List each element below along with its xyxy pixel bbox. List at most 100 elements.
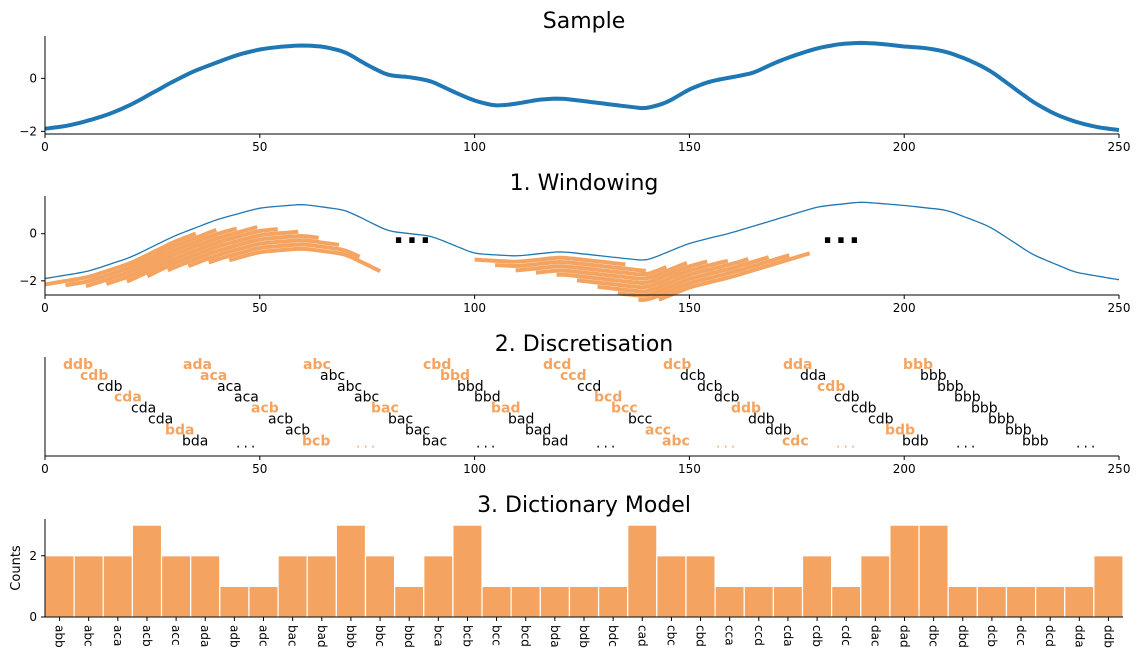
y-tick-label: 0 — [29, 71, 37, 85]
x-tick-label: bdb — [577, 625, 591, 648]
x-tick-label: cdc — [839, 625, 853, 646]
window-segment — [556, 259, 708, 286]
x-tick-label: bcb — [460, 625, 474, 647]
sample-x-ticks: 0 50 100 150 200 250 — [41, 134, 1130, 154]
x-tick-label: dcc — [1014, 625, 1028, 646]
symbolic-word: cdb — [868, 412, 894, 428]
count-bar — [190, 555, 221, 618]
windowing-signal-line — [44, 201, 1120, 281]
symbolic-word: bbb — [954, 390, 981, 406]
count-bar — [102, 555, 134, 618]
y-tick-label: 0 — [29, 227, 37, 241]
x-tick-label: bbc — [373, 625, 387, 647]
panel-2-title: 1. Windowing — [510, 171, 659, 196]
x-tick-label: 50 — [252, 462, 267, 476]
count-bar — [481, 585, 512, 618]
x-tick-label: cda — [781, 625, 795, 647]
symbolic-word: acb — [268, 412, 293, 428]
symbolic-word: dcb — [697, 379, 723, 395]
word-ellipsis: ... — [956, 435, 978, 451]
symbolic-word: dcd — [543, 357, 571, 373]
word-ellipsis: ... — [836, 435, 858, 451]
window-segment — [474, 255, 626, 267]
count-bar — [860, 555, 891, 618]
panel-4-title: 3. Dictionary Model — [477, 493, 691, 518]
symbolic-word: bac — [422, 433, 447, 449]
x-tick-label: 200 — [893, 301, 916, 315]
x-tick-label: acb — [140, 625, 154, 647]
symbolic-word: ddb — [63, 357, 93, 373]
x-tick-label: dcb — [985, 625, 999, 647]
dictionary-y-ticks: 02 — [29, 549, 45, 624]
sample-plot-area — [44, 40, 1120, 132]
symbolic-word: cdb — [834, 390, 860, 406]
window-segment — [576, 258, 729, 290]
symbolic-word: dcb — [680, 368, 706, 384]
count-bar — [772, 585, 804, 618]
dictionary-bars — [44, 524, 1124, 618]
word-ellipsis: ... — [356, 435, 378, 451]
y-tick-label: −2 — [19, 274, 37, 288]
symbolic-word: bad — [525, 422, 551, 438]
count-bar — [510, 585, 541, 618]
symbolic-word: cdb — [80, 368, 108, 384]
x-tick-label: bbb — [344, 625, 358, 648]
dictionary-plot: abb abc aca acb acc ada adb adc bac bad bbb bbc bbd b… — [9, 519, 1124, 648]
dictionary-y-label: Counts — [9, 545, 24, 591]
window-segment — [208, 242, 361, 265]
count-bar — [656, 555, 687, 618]
windowing-ellipsis-2: ... — [822, 216, 862, 251]
symbolic-word: cdc — [782, 433, 809, 449]
x-tick-label: adc — [257, 625, 271, 647]
x-tick-label: bda — [548, 625, 562, 648]
x-tick-label: 250 — [1108, 140, 1131, 154]
count-bar — [1093, 555, 1124, 618]
y-tick-label: −2 — [19, 124, 37, 138]
count-bar — [743, 585, 774, 618]
count-bar — [801, 555, 833, 618]
symbolic-word: acb — [285, 422, 310, 438]
symbolic-word: dcb — [663, 357, 691, 373]
panel-3-title: 2. Discretisation — [495, 332, 674, 357]
x-tick-label: cad — [635, 625, 649, 647]
x-tick-label: 50 — [252, 140, 267, 154]
symbolic-word: bdb — [902, 433, 929, 449]
symbolic-word: bbb — [1022, 433, 1049, 449]
x-tick-label: bdc — [606, 625, 620, 647]
windowing-x-ticks: 0 50 100 150 200 250 — [41, 295, 1130, 315]
x-tick-label: aca — [111, 625, 125, 646]
symbolic-word: bbd — [440, 368, 470, 384]
count-bar — [685, 555, 716, 618]
x-tick-label: bcd — [519, 625, 533, 647]
x-tick-label: 0 — [41, 462, 49, 476]
x-tick-label: dac — [868, 625, 882, 647]
symbolic-word: aca — [217, 379, 242, 395]
x-tick-label: 250 — [1108, 462, 1131, 476]
symbolic-word: bda — [182, 433, 208, 449]
word-ellipsis: ... — [236, 435, 258, 451]
count-bar — [160, 555, 192, 618]
x-tick-label: 50 — [252, 301, 267, 315]
x-tick-label: 250 — [1108, 301, 1131, 315]
windowing-plot: 0 50 100 150 200 250 −2 0 ... ... — [19, 196, 1130, 315]
x-tick-label: 200 — [893, 462, 916, 476]
x-tick-label: bca — [431, 625, 445, 647]
x-tick-label: 100 — [463, 301, 486, 315]
symbolic-word: bbb — [1005, 422, 1032, 438]
symbolic-word: acb — [251, 401, 279, 417]
count-bar — [73, 555, 104, 618]
count-bar — [947, 585, 978, 618]
count-bar — [335, 524, 367, 618]
count-bar — [277, 555, 308, 618]
count-bar — [219, 585, 250, 618]
x-tick-label: bcc — [490, 625, 504, 646]
symbolic-word: dcb — [714, 390, 740, 406]
windowing-plot-area — [44, 201, 1120, 303]
x-tick-label: acc — [169, 625, 183, 646]
window-segment — [126, 227, 278, 284]
symbolic-word: cda — [131, 401, 156, 417]
symbolic-word: aca — [234, 390, 259, 406]
y-tick-label: 2 — [29, 549, 37, 563]
symbolic-word: cdb — [817, 379, 845, 395]
